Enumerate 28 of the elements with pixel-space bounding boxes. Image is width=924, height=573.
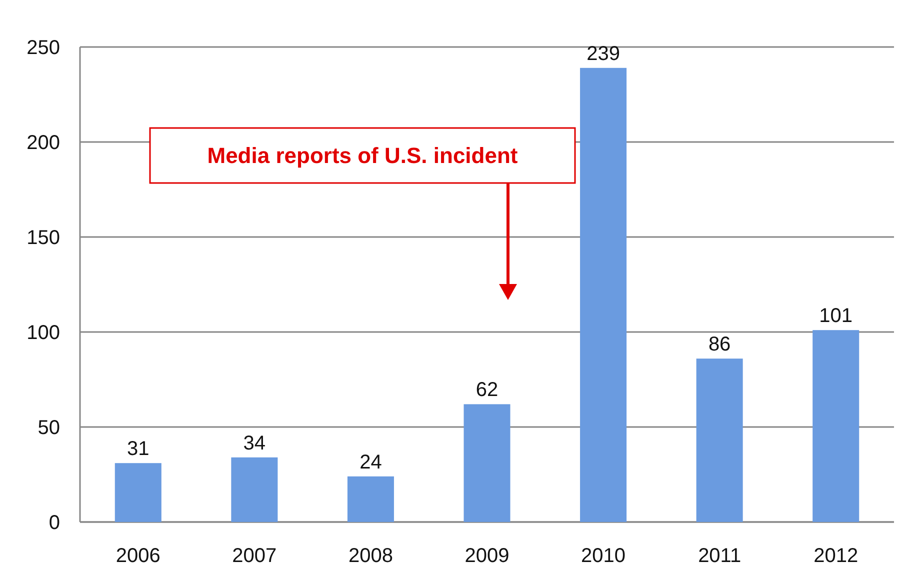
bar: [464, 404, 510, 522]
y-tick-label: 200: [26, 132, 60, 154]
bar: [114, 463, 162, 522]
y-tick-label: 150: [26, 227, 60, 249]
bar: [580, 68, 627, 522]
x-tick-label: 2012: [814, 545, 858, 567]
data-label: 239: [586, 42, 620, 65]
bar: [812, 330, 860, 522]
x-tick-label: 2006: [116, 545, 160, 567]
bar: [231, 457, 278, 522]
x-tick-label: 2010: [581, 545, 626, 567]
data-label: 34: [243, 432, 266, 454]
data-label: 24: [360, 451, 382, 474]
data-label: 62: [476, 379, 498, 402]
y-tick-label: 0: [48, 512, 60, 534]
data-label: 101: [819, 305, 853, 328]
x-tick-label: 2008: [348, 545, 393, 567]
y-tick-label: 50: [38, 417, 60, 439]
x-tick-label: 2011: [698, 545, 742, 567]
data-label: 86: [708, 334, 731, 356]
annotation: Media reports of U.S. incident: [207, 143, 518, 168]
bar: [347, 476, 394, 522]
x-tick-label: 2007: [232, 545, 277, 567]
x-tick-label: 2009: [464, 545, 510, 567]
data-label: 31: [127, 438, 150, 460]
bar: [696, 358, 743, 522]
y-tick-label: 250: [26, 37, 60, 59]
y-tick-label: 100: [26, 322, 60, 344]
